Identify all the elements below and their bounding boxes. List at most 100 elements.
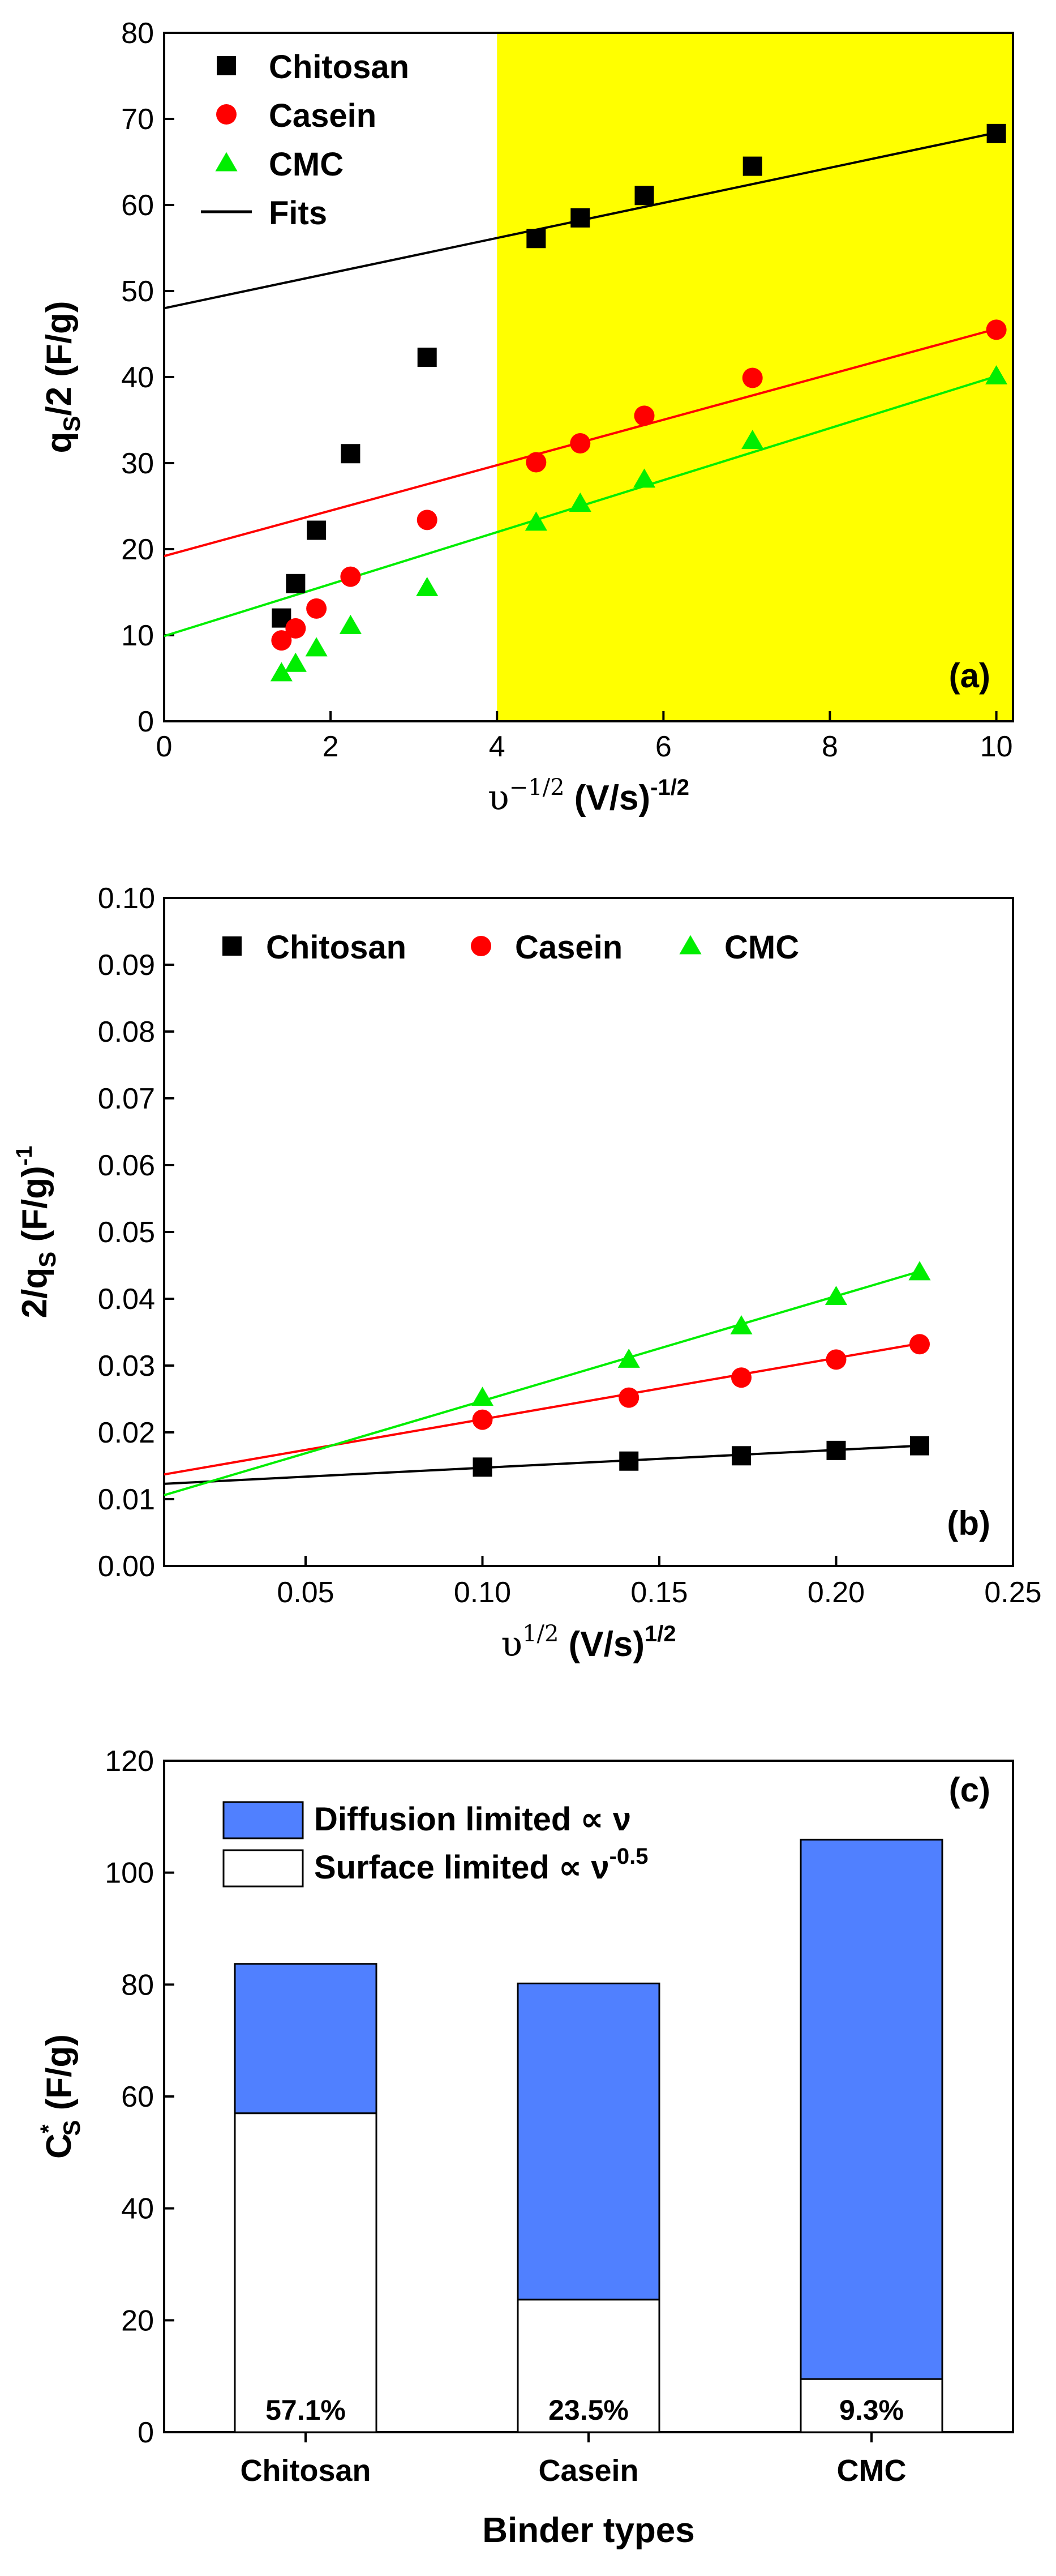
x-tick-label-a: 10 — [980, 730, 1013, 763]
y-label-sup-c: * — [36, 2124, 61, 2133]
y-axis-label-c: C*S (F/g) — [36, 2034, 85, 2159]
legend-label-main: Surface limited ∝ ν — [314, 1849, 609, 1886]
bar-segment-diffusion-chitosan — [234, 1963, 377, 2115]
y-label-rest-b: (F/g) — [15, 1166, 54, 1252]
y-tick-label-c: 40 — [121, 2193, 154, 2226]
legend-marker-a-casein — [216, 104, 237, 125]
y-tick-label-b: 0.01 — [98, 1483, 155, 1516]
point-b-cmc — [825, 1286, 848, 1305]
legend-marker-b-cmc — [679, 935, 702, 955]
point-a-chitosan — [286, 574, 306, 593]
x-tick-label-a: 8 — [822, 730, 838, 763]
x-tick-label-a: 4 — [489, 730, 505, 763]
y-label-rest-a: /2 (F/g) — [40, 301, 79, 416]
legend-label-a-casein: Casein — [269, 97, 376, 134]
point-a-chitosan — [986, 123, 1006, 143]
legend-label-b-cmc: CMC — [724, 929, 799, 966]
y-axis-label-a: qS/2 (F/g) — [40, 301, 85, 453]
y-tick-label-a: 20 — [121, 533, 154, 566]
x-label-sup-a: −1/2 — [509, 774, 565, 801]
legend-swatch-c-diffusion — [222, 1801, 304, 1839]
point-b-casein — [731, 1367, 752, 1388]
point-b-casein — [909, 1334, 930, 1355]
point-b-chitosan — [619, 1451, 639, 1471]
point-a-chitosan — [526, 229, 546, 249]
y-tick-label-c: 0 — [138, 2416, 154, 2449]
y-label-sub-a: S — [58, 416, 85, 432]
y-tick-label-c: 60 — [121, 2081, 154, 2113]
bar-segment-surface-chitosan — [234, 2112, 377, 2433]
point-a-casein — [417, 510, 437, 530]
y-tick-label-b: 0.05 — [98, 1216, 155, 1249]
legend-swatch-c-surface — [222, 1849, 304, 1888]
category-label-cmc: CMC — [837, 2454, 907, 2488]
y-tick-label-b: 0.09 — [98, 949, 155, 982]
point-a-cmc — [270, 662, 293, 682]
point-a-cmc — [985, 365, 1008, 385]
x-tick-label-b: 0.05 — [277, 1576, 334, 1609]
category-label-chitosan: Chitosan — [240, 2454, 371, 2488]
y-tick-label-b: 0.02 — [98, 1417, 155, 1449]
y-tick-label-a: 60 — [121, 189, 154, 222]
point-b-chitosan — [826, 1440, 846, 1460]
legend-marker-b-casein — [471, 936, 491, 956]
fit-line-b-casein — [164, 1342, 920, 1476]
y-label-sup-b: -1 — [12, 1146, 37, 1166]
panel-label-c: (c) — [949, 1771, 990, 1809]
y-tick-label-b: 0.06 — [98, 1149, 155, 1182]
legend-label-c-diffusion: Diffusion limited ∝ ν — [314, 1801, 631, 1838]
legend-marker-b-chitosan — [222, 936, 242, 956]
y-tick-label-a: 50 — [121, 275, 154, 308]
y-label-sub-b: S — [34, 1252, 61, 1268]
legend-label-c-surface: Surface limited ∝ ν-0.5 — [314, 1844, 649, 1886]
point-a-chitosan — [307, 520, 327, 540]
x-tick-label-a: 0 — [156, 730, 173, 763]
point-a-cmc — [569, 493, 591, 512]
y-tick-label-a: 30 — [121, 447, 154, 480]
y-tick-label-c: 100 — [105, 1857, 154, 1890]
y-tick-label-a: 80 — [121, 17, 154, 50]
x-tick-label-b: 0.25 — [984, 1576, 1041, 1609]
y-tick-label-a: 70 — [121, 103, 154, 136]
point-a-chitosan — [742, 156, 762, 176]
x-label-main-a: υ — [488, 777, 509, 818]
point-a-chitosan — [634, 186, 654, 206]
point-a-chitosan — [417, 348, 437, 367]
point-a-cmc — [416, 577, 439, 596]
x-tick-label-a: 2 — [323, 730, 339, 763]
chart-c: 0 20 40 60 80 100 120 57.1% Chitosan 23.5% Casein 9… — [36, 1745, 1014, 2550]
x-label-units-a: (V/s) — [565, 778, 651, 818]
point-b-chitosan — [732, 1446, 751, 1466]
fit-line-b-chitosan — [164, 1444, 920, 1485]
y-tick-label-a: 10 — [121, 619, 154, 652]
y-tick-label-b: 0.10 — [98, 882, 155, 915]
legend-label-a-cmc: CMC — [269, 146, 344, 183]
point-a-cmc — [284, 652, 307, 672]
category-label-casein: Casein — [538, 2454, 638, 2488]
x-tick-label-b: 0.15 — [630, 1576, 688, 1609]
point-b-cmc — [617, 1349, 640, 1368]
point-a-cmc — [633, 468, 656, 488]
y-tick-label-b: 0.00 — [98, 1550, 155, 1583]
x-axis-label-c: Binder types — [482, 2511, 695, 2550]
bar-segment-diffusion-casein — [517, 1982, 660, 2301]
y-label-main-c: C — [40, 2133, 79, 2159]
y-label-rest-c: (F/g) — [40, 2034, 79, 2120]
point-a-cmc — [525, 511, 547, 531]
point-b-cmc — [471, 1387, 494, 1406]
y-tick-label-b: 0.04 — [98, 1283, 155, 1316]
point-a-casein — [570, 433, 591, 454]
x-label-main-b: υ — [501, 1623, 522, 1664]
legend-label-b-casein: Casein — [515, 929, 623, 966]
panel-label-b: (b) — [947, 1504, 990, 1542]
percent-label-chitosan: 57.1% — [265, 2394, 346, 2426]
y-tick-label-b: 0.03 — [98, 1350, 155, 1383]
bar-segment-diffusion-cmc — [800, 1838, 943, 2380]
point-b-cmc — [908, 1261, 931, 1281]
point-b-cmc — [730, 1315, 753, 1334]
point-a-cmc — [339, 614, 362, 634]
bar-segment-surface-cmc — [800, 2378, 943, 2433]
x-label-sup-b: 1/2 — [522, 1621, 559, 1647]
point-b-chitosan — [910, 1436, 929, 1456]
